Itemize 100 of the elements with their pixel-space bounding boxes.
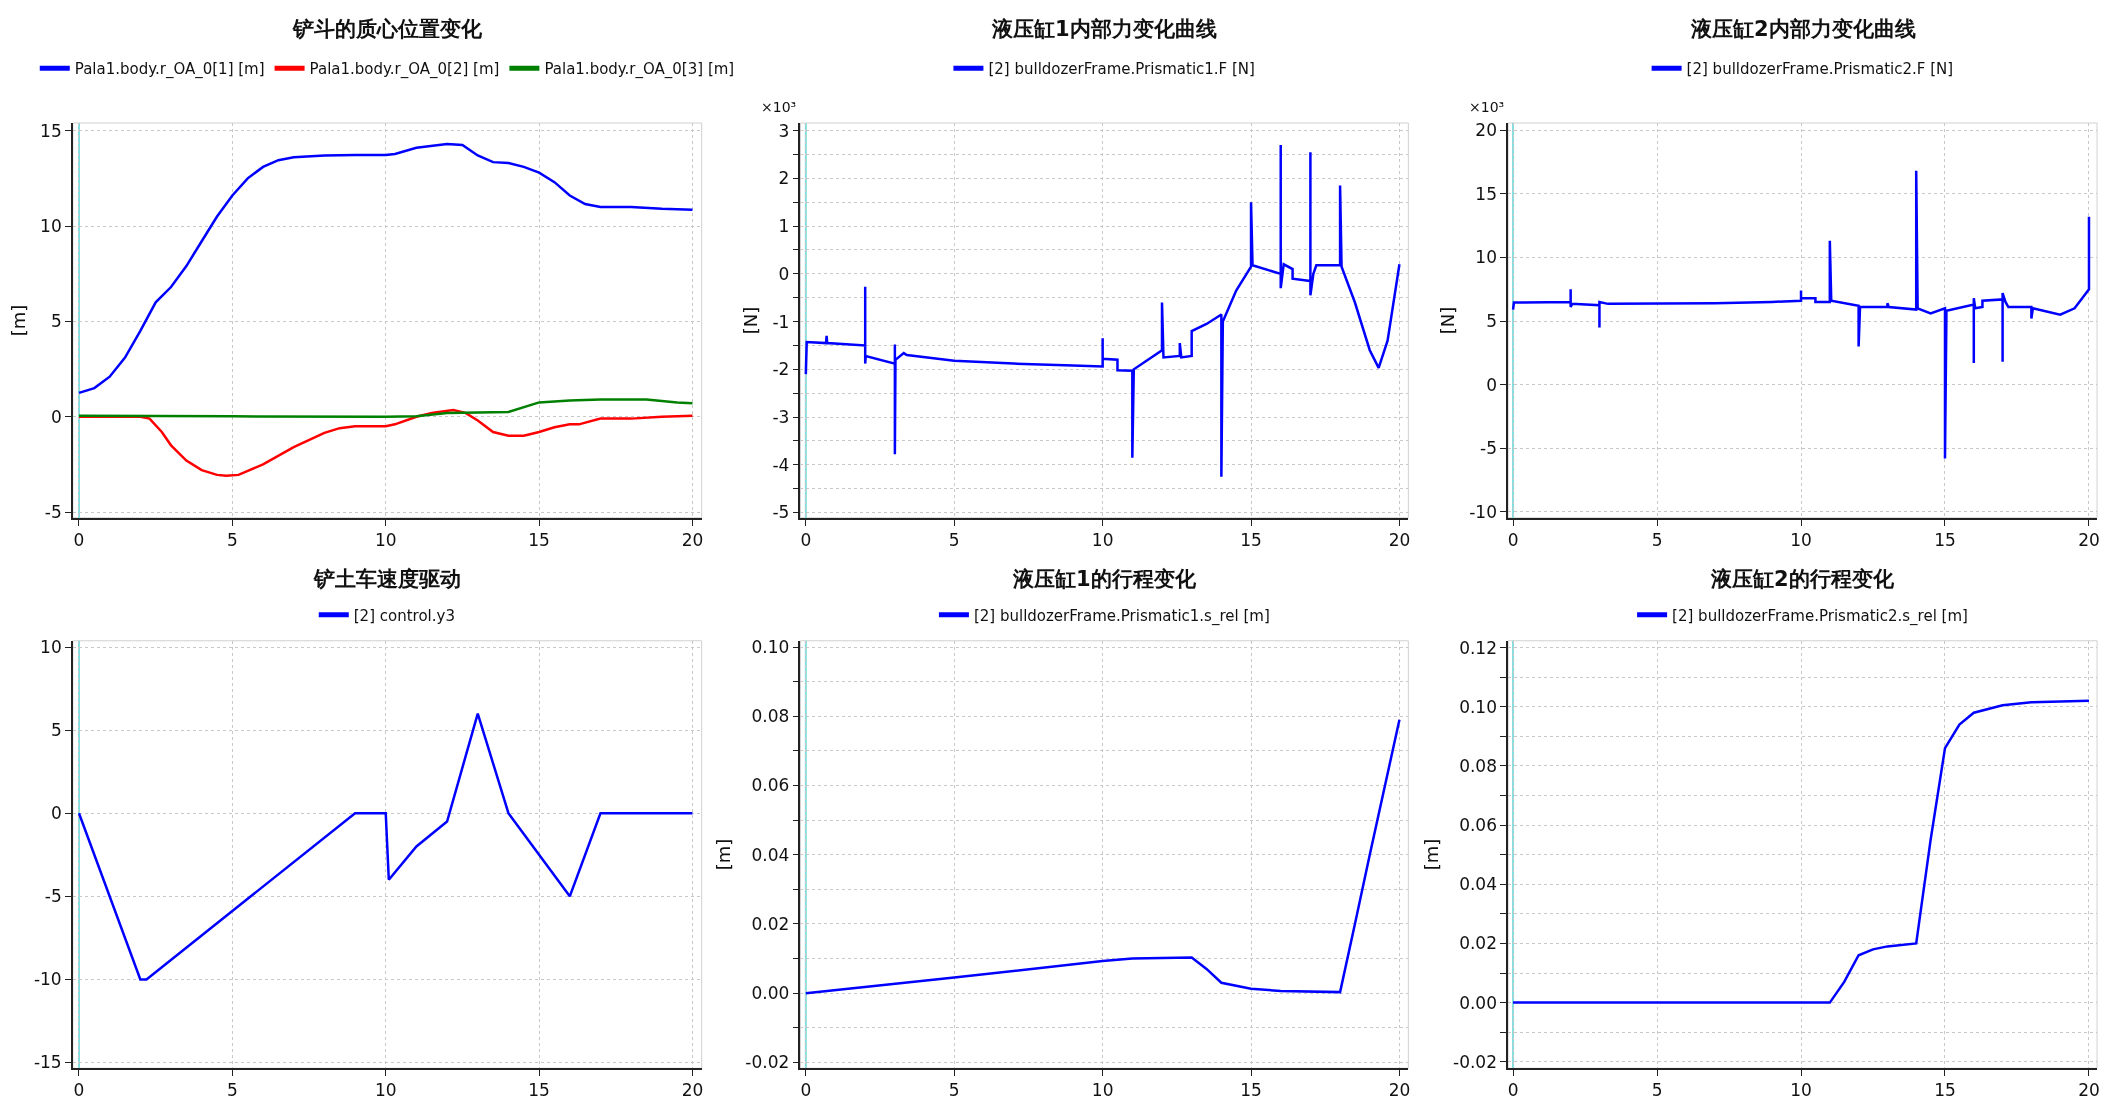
y-tick-label: 0.12 — [1459, 637, 1498, 658]
x-tick-label: 0 — [73, 1080, 85, 1101]
chart-title: 铲斗的质心位置变化 — [292, 17, 483, 41]
line-series — [1511, 169, 2091, 460]
y-tick-label: -1 — [772, 311, 790, 332]
y-tick-label: -5 — [1480, 438, 1498, 459]
x-tick-label: 5 — [226, 529, 238, 550]
y-tick-label: 15 — [1475, 183, 1498, 204]
chart-title: 铲土车速度驱动 — [313, 567, 461, 591]
line-series — [804, 718, 1401, 995]
y-tick-label: 0.02 — [751, 913, 790, 934]
text: ×10³ — [1469, 99, 1505, 115]
legend-label: [2] bulldozerFrame.Prismatic1.F [N] — [988, 60, 1255, 79]
chart-title: 液压缸2内部力变化曲线 — [1690, 17, 1916, 41]
x-tick-label: 10 — [1790, 529, 1812, 550]
y-tick-label: 0.08 — [751, 706, 790, 727]
y-tick-label: 0 — [50, 406, 62, 427]
x-tick-label: 20 — [681, 529, 704, 550]
x-tick-label: 0 — [800, 529, 812, 550]
y-axis-title: [N] — [1436, 306, 1458, 335]
y-tick-label: -3 — [772, 407, 790, 428]
y-tick-label: 10 — [40, 637, 62, 658]
chart-title: 液压缸1的行程变化 — [1012, 567, 1197, 591]
x-tick-label: 15 — [1240, 1080, 1262, 1101]
y-tick-label: 0.08 — [1459, 755, 1498, 776]
y-tick-label: -4 — [772, 454, 790, 475]
legend-label: [2] bulldozerFrame.Prismatic1.s_rel [m] — [973, 606, 1270, 626]
x-tick-label: 5 — [948, 1080, 960, 1101]
x-tick-label: 15 — [528, 1080, 550, 1101]
x-tick-label: 20 — [2078, 529, 2100, 550]
y-tick-label: -2 — [772, 359, 790, 380]
legend-label: Pala1.body.r_OA_0[3] [m] — [544, 60, 735, 80]
x-tick-label: 20 — [1388, 529, 1411, 550]
legend-label: Pala1.body.r_OA_0[2] [m] — [309, 60, 500, 80]
x-tick-label: 20 — [2078, 1080, 2100, 1101]
x-tick-label: 0 — [800, 1080, 812, 1101]
legend-label: Pala1.body.r_OA_0[1] [m] — [74, 60, 265, 80]
y-tick-label: -5 — [44, 502, 62, 523]
y-tick-label: 5 — [50, 311, 62, 332]
line-series — [77, 712, 694, 981]
x-tick-label: 10 — [1091, 529, 1114, 550]
x-tick-label: 0 — [1507, 529, 1519, 550]
y-tick-label: 0.04 — [1459, 874, 1498, 895]
y-tick-label: 0 — [50, 803, 62, 824]
legend-label: [2] control.y3 — [353, 606, 455, 625]
y-tick-label: 0.06 — [751, 775, 790, 796]
y-tick-label: 0 — [1486, 374, 1498, 395]
y-axis-title: [m] — [713, 838, 735, 871]
line-series — [804, 143, 1401, 478]
x-tick-label: 10 — [1091, 1080, 1114, 1101]
y-tick-label: 0 — [778, 263, 790, 284]
legend-label: [2] bulldozerFrame.Prismatic2.F [N] — [1686, 60, 1954, 79]
y-tick-label: 0.02 — [1459, 933, 1498, 954]
x-tick-label: 5 — [1651, 529, 1663, 550]
chart-title: 液压缸1内部力变化曲线 — [991, 17, 1217, 41]
x-tick-label: 10 — [374, 529, 397, 550]
y-tick-label: -10 — [1469, 501, 1498, 522]
legend-label: [2] bulldozerFrame.Prismatic2.s_rel [m] — [1672, 606, 1968, 626]
y-tick-label: 0.00 — [751, 983, 790, 1004]
x-tick-label: 5 — [1651, 1080, 1663, 1101]
x-tick-label: 20 — [1388, 1080, 1411, 1101]
x-tick-label: 0 — [73, 529, 85, 550]
x-tick-label: 15 — [1934, 529, 1956, 550]
y-tick-label: 0.00 — [1459, 992, 1498, 1013]
y-tick-label: 5 — [50, 720, 62, 741]
y-tick-label: -0.02 — [1453, 1051, 1498, 1072]
y-tick-label: 5 — [1486, 310, 1498, 331]
y-tick-label: 0.10 — [751, 636, 790, 657]
y-tick-label: -15 — [33, 1052, 62, 1073]
y-tick-label: -5 — [44, 886, 62, 907]
y-tick-label: 0.04 — [751, 844, 790, 865]
x-tick-label: 10 — [374, 1080, 397, 1101]
y-tick-label: 3 — [778, 120, 790, 141]
y-tick-label: 20 — [1475, 120, 1498, 141]
y-tick-label: 15 — [40, 120, 62, 141]
line-series — [77, 398, 694, 418]
y-tick-label: 0.10 — [1459, 696, 1498, 717]
y-axis-title: [m] — [1420, 838, 1442, 871]
text: ×10³ — [761, 99, 797, 115]
y-tick-label: 10 — [1475, 247, 1498, 268]
y-tick-label: -5 — [772, 502, 790, 523]
line-series — [77, 142, 694, 395]
line-series — [1511, 699, 2091, 1004]
y-axis-title: [m] — [7, 304, 29, 337]
y-axis-title: [N] — [740, 306, 762, 335]
x-tick-label: 5 — [948, 529, 960, 550]
y-tick-label: -10 — [33, 969, 62, 990]
x-tick-label: 10 — [1790, 1080, 1812, 1101]
y-tick-label: 2 — [778, 168, 790, 189]
x-tick-label: 15 — [528, 529, 550, 550]
x-tick-label: 20 — [681, 1080, 704, 1101]
x-tick-label: 0 — [1507, 1080, 1519, 1101]
x-tick-label: 15 — [1240, 529, 1262, 550]
x-tick-label: 15 — [1934, 1080, 1956, 1101]
y-tick-label: -0.02 — [745, 1052, 790, 1073]
x-tick-label: 5 — [226, 1080, 238, 1101]
chart-title: 液压缸2的行程变化 — [1710, 567, 1895, 591]
y-tick-label: 0.06 — [1459, 815, 1498, 836]
y-tick-label: 1 — [778, 216, 790, 237]
y-tick-label: 10 — [40, 215, 62, 236]
